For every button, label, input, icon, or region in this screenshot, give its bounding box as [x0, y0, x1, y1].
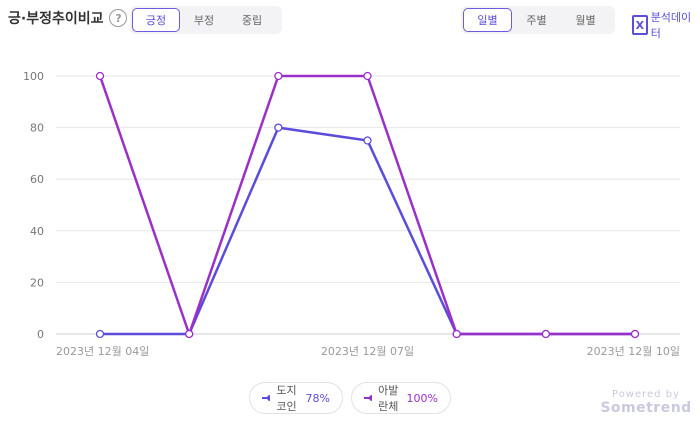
export-data-button[interactable]: X 분석데이터	[632, 9, 700, 41]
series-1-point-6	[630, 329, 640, 339]
legend-item-1[interactable]: 아발란체 100%	[351, 382, 451, 414]
series-1-point-0	[95, 71, 105, 81]
legend-swatch-1	[364, 395, 373, 401]
sometrend-logo: Sometrend	[600, 400, 692, 416]
tab-negative[interactable]: 부정	[193, 14, 215, 27]
series-line-1	[98, 74, 635, 336]
tab-positive[interactable]: 긍정	[132, 8, 180, 32]
series-1-point-3	[363, 71, 372, 81]
legend-swatch-0	[262, 395, 271, 401]
period-tabs: 일별 주별 월별	[461, 6, 615, 34]
legend-value-1: 100%	[406, 391, 438, 405]
x-tick-label-0: 2023년 12월 04일	[56, 344, 149, 358]
series-1-point-2	[274, 71, 283, 81]
excel-icon: X	[632, 15, 648, 35]
powered-by-branding: Powered by Sometrend	[598, 389, 694, 416]
tab-monthly[interactable]: 월별	[575, 14, 596, 27]
powered-by-text: Powered by	[612, 389, 680, 400]
y-tick-label-0: 0	[37, 328, 44, 341]
legend-name-1: 아발란체	[378, 384, 399, 413]
y-tick-label-4: 80	[30, 122, 44, 135]
series-0-point-2	[274, 123, 283, 132]
series-0-point-0	[95, 329, 105, 339]
series-1-point-4	[452, 329, 461, 339]
tab-neutral[interactable]: 중립	[241, 14, 263, 27]
x-tick-label-1: 2023년 12월 07일	[321, 344, 414, 358]
series-1-point-1	[185, 329, 194, 339]
series-1-point-5	[541, 329, 550, 339]
tab-weekly[interactable]: 주별	[526, 14, 547, 27]
y-tick-label-1: 20	[30, 276, 44, 289]
legend-name-0: 도지코인	[276, 384, 297, 413]
y-tick-label-5: 100	[23, 70, 44, 83]
chart-title-text: 긍·부정추이비교	[8, 11, 104, 27]
y-tick-label-3: 60	[30, 173, 44, 186]
series-0-point-3	[363, 136, 372, 145]
chart-title: 긍·부정추이비교 ?	[8, 8, 128, 28]
help-icon[interactable]: ?	[109, 9, 128, 27]
tab-daily[interactable]: 일별	[463, 8, 512, 32]
legend-item-0[interactable]: 도지코인 78%	[249, 382, 343, 414]
export-data-label: 분석데이터	[650, 11, 692, 40]
legend-value-0: 78%	[305, 391, 330, 405]
y-tick-label-2: 40	[30, 225, 44, 238]
x-tick-label-2: 2023년 12월 10일	[587, 344, 680, 358]
sentiment-tabs: 긍정 부정 중립	[130, 6, 282, 34]
